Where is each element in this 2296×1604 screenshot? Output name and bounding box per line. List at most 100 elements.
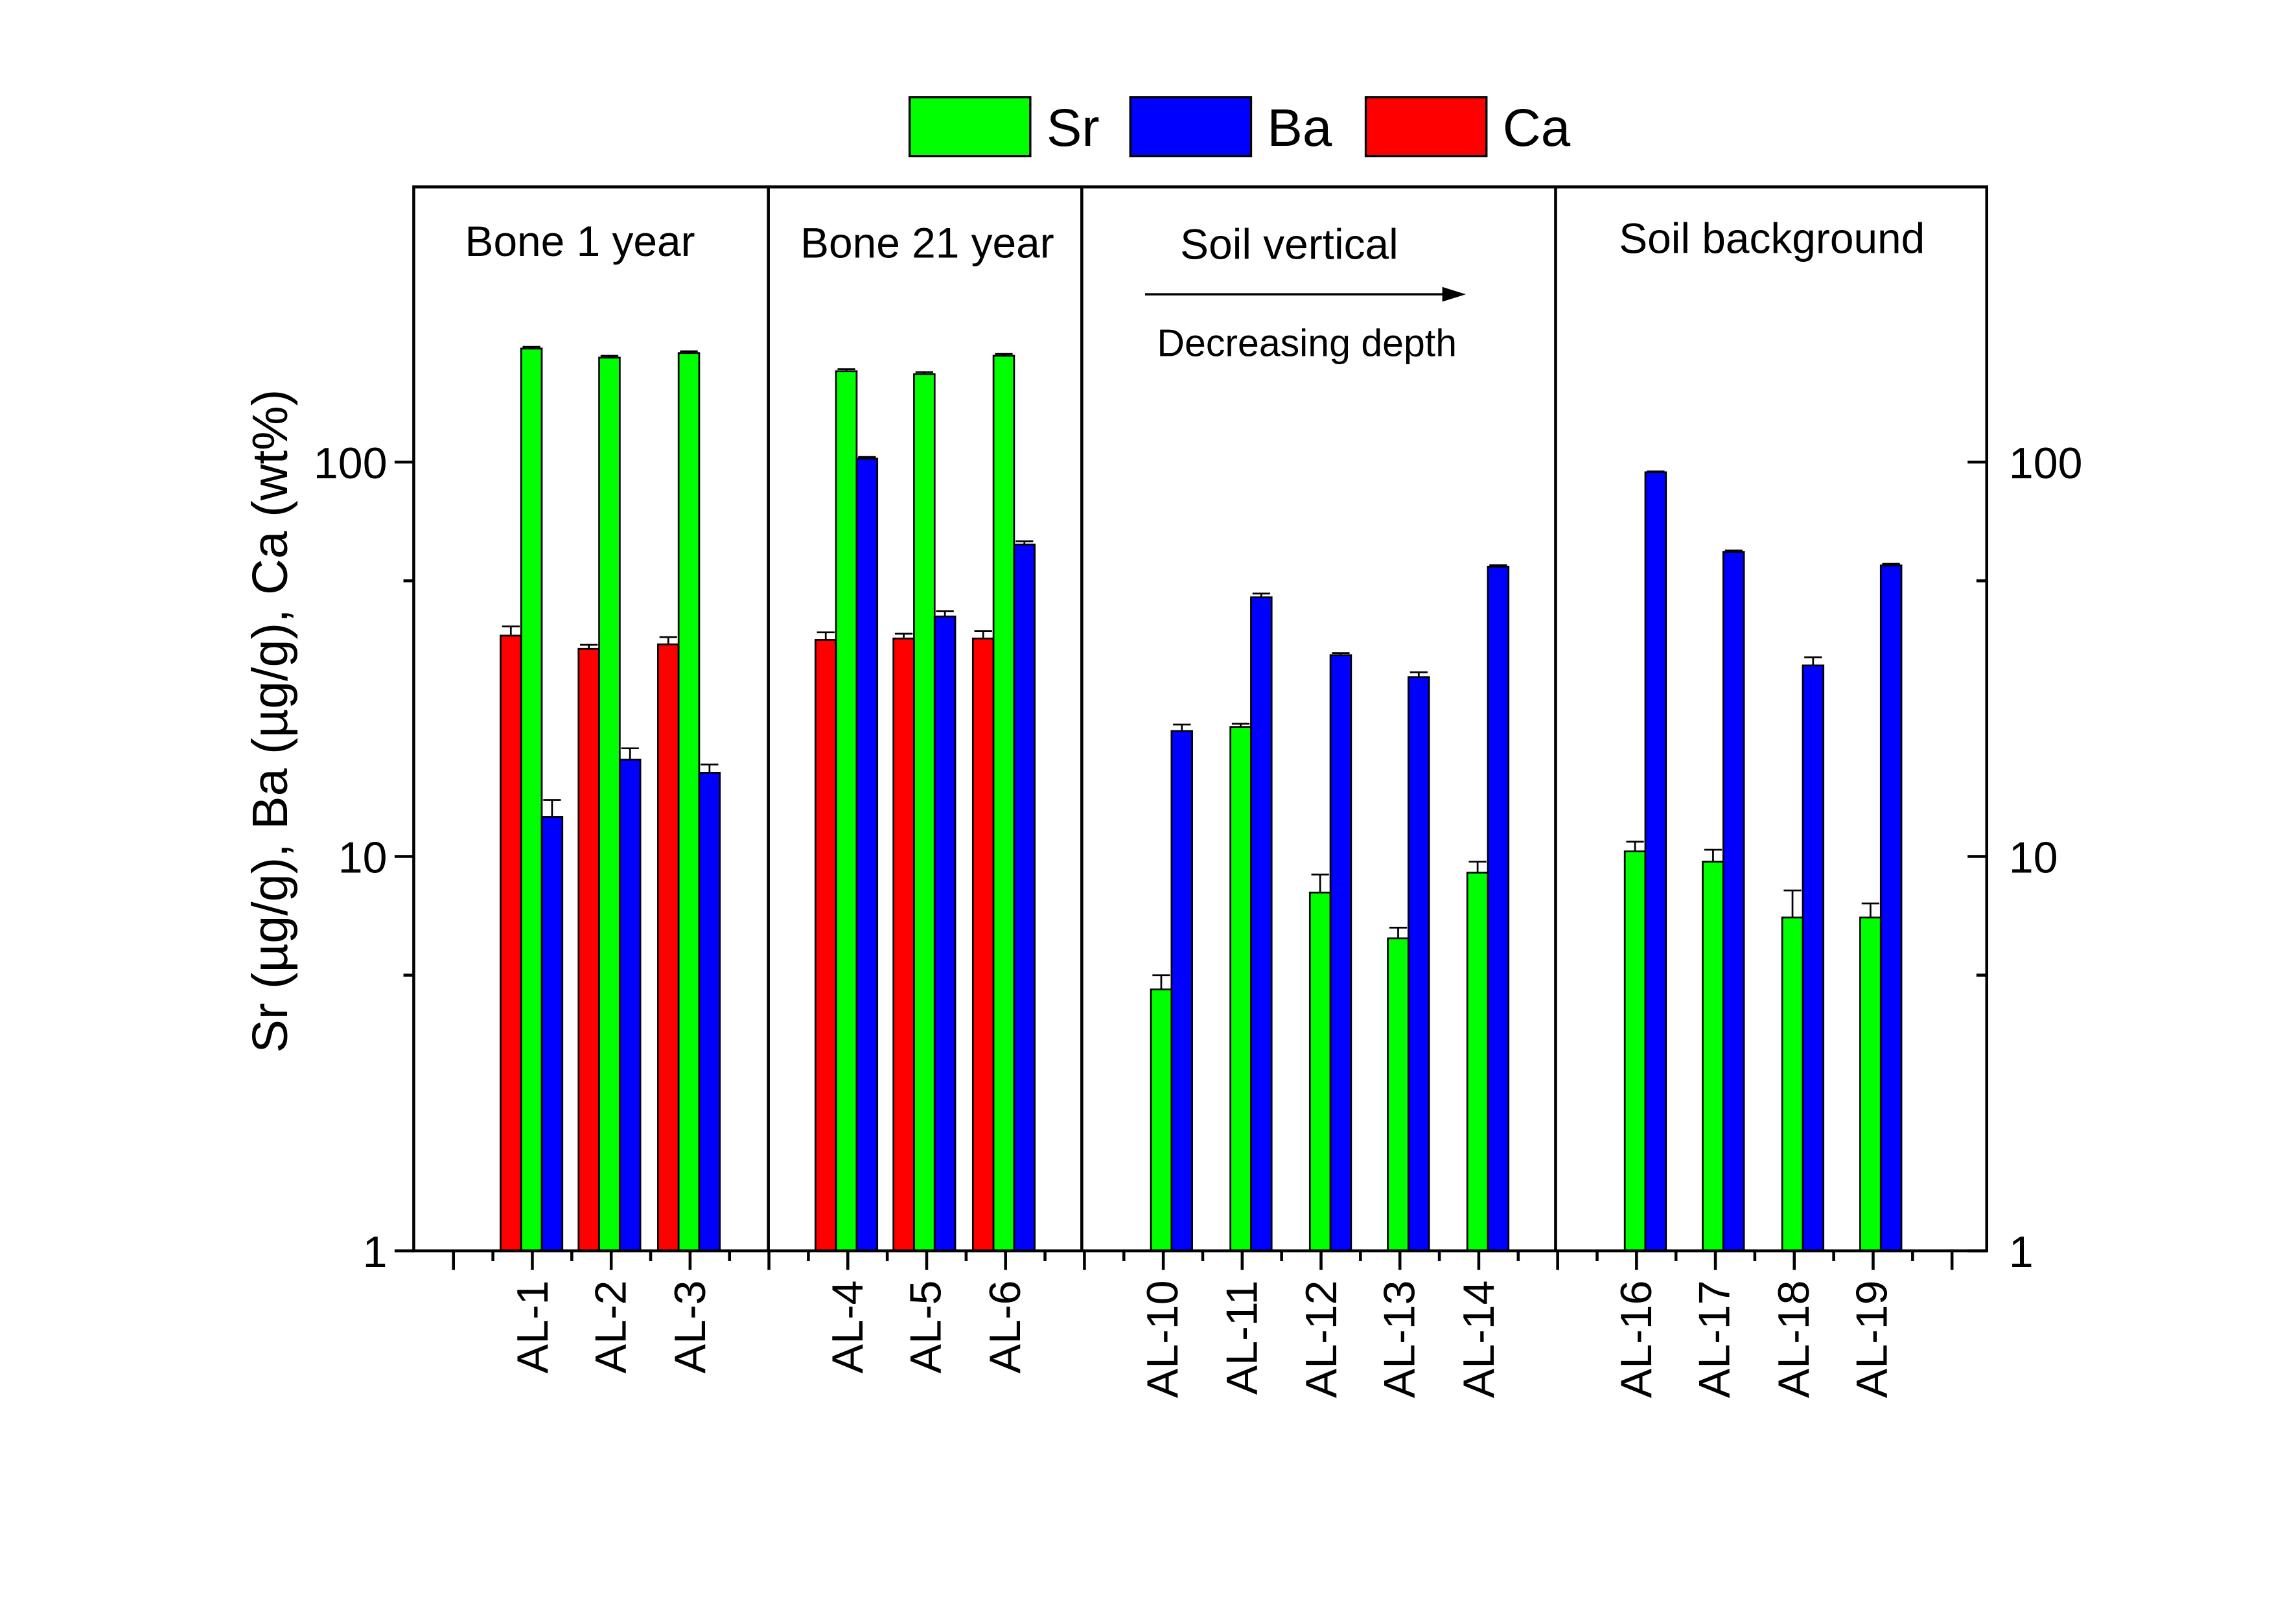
group-labels: Bone 1 year Bone 21 year Soil vertical Decr… — [465, 187, 1925, 1251]
axes: 1 1 10 10 100 100 AL-1 AL-2 AL-3 AL-4 AL-5 AL-6 AL-1… — [314, 439, 2083, 1398]
error-bar-ba-al-6 — [1015, 540, 1034, 545]
error-bar-ba-al-2 — [621, 747, 639, 760]
y-tick-label-right: 10 — [2009, 833, 2058, 882]
error-bar-ba-al-18 — [1804, 656, 1822, 666]
bar-ba-al-3 — [698, 772, 721, 1252]
bar-ba-al-11 — [1250, 596, 1273, 1252]
error-bar-ca-al-4 — [817, 631, 835, 640]
bar-sr-al-11 — [1229, 726, 1252, 1252]
group-label-3: Soil background — [1619, 215, 1925, 262]
error-bar-ba-al-3 — [701, 763, 719, 773]
x-tick-label-al-16: AL-16 — [1612, 1280, 1661, 1398]
legend: Sr Ba Ca — [908, 96, 1571, 157]
error-bar-sr-al-19 — [1861, 902, 1880, 918]
bar-ca-al-5 — [892, 637, 915, 1252]
group-label-1: Bone 21 year — [800, 218, 1054, 266]
error-bar-ba-al-19 — [1882, 563, 1900, 566]
bar-ba-al-18 — [1802, 664, 1825, 1252]
bars — [500, 345, 1903, 1252]
error-bar-ba-al-16 — [1647, 471, 1665, 472]
bar-sr-al-3 — [677, 352, 701, 1252]
x-tick-label-al-18: AL-18 — [1769, 1280, 1818, 1398]
group-label-0: Bone 1 year — [465, 217, 695, 265]
error-bar-sr-al-18 — [1783, 889, 1802, 918]
error-bar-sr-al-6 — [995, 353, 1013, 356]
error-bar-ba-al-12 — [1332, 652, 1350, 655]
bar-sr-al-14 — [1466, 872, 1489, 1252]
bar-sr-al-12 — [1308, 891, 1332, 1252]
x-tick-label-al-4: AL-4 — [823, 1280, 872, 1373]
bar-sr-al-17 — [1702, 861, 1724, 1252]
x-tick-label-al-17: AL-17 — [1689, 1280, 1739, 1398]
x-tick-label-al-12: AL-12 — [1297, 1280, 1346, 1398]
x-tick-label-al-2: AL-2 — [586, 1280, 635, 1373]
bar-sr-al-16 — [1623, 850, 1647, 1252]
error-bar-ca-al-6 — [974, 630, 992, 639]
x-tick-label-al-13: AL-13 — [1374, 1280, 1424, 1398]
bar-ba-al-5 — [933, 615, 957, 1252]
group-label-2: Soil vertical — [1180, 220, 1398, 268]
error-bar-sr-al-3 — [680, 350, 698, 353]
error-bar-sr-al-4 — [837, 368, 855, 371]
error-bar-ba-al-4 — [858, 456, 876, 459]
x-tick-label-al-10: AL-10 — [1138, 1280, 1187, 1398]
y-tick-label-right: 1 — [2009, 1227, 2034, 1277]
group-annotation: Decreasing depth — [1157, 321, 1457, 364]
bar-sr-al-10 — [1150, 988, 1173, 1252]
bar-sr-al-1 — [520, 347, 543, 1252]
bar-ca-al-1 — [500, 634, 522, 1252]
error-bar-sr-al-11 — [1231, 723, 1250, 727]
y-tick-label: 10 — [338, 833, 388, 882]
error-bar-ba-al-11 — [1252, 592, 1270, 598]
legend-swatch-ba — [1129, 96, 1253, 157]
error-bar-ba-al-5 — [936, 610, 954, 617]
y-tick-label: 1 — [363, 1227, 388, 1277]
error-bar-ba-al-17 — [1724, 549, 1743, 552]
bar-sr-al-5 — [913, 373, 936, 1252]
y-tick-label-right: 100 — [2009, 439, 2083, 488]
legend-label-ca: Ca — [1503, 99, 1571, 157]
bar-ba-al-13 — [1408, 676, 1430, 1252]
plot-frame — [412, 185, 1989, 1253]
error-bar-ba-al-1 — [543, 799, 561, 817]
bar-sr-al-6 — [992, 355, 1015, 1252]
bar-ba-al-1 — [540, 816, 564, 1252]
x-tick-label-al-1: AL-1 — [508, 1280, 557, 1373]
bar-ca-al-4 — [814, 639, 837, 1252]
x-tick-label-al-14: AL-14 — [1454, 1280, 1503, 1398]
bar-sr-al-4 — [835, 370, 858, 1252]
error-bar-sr-al-12 — [1311, 873, 1329, 893]
error-bar-sr-al-10 — [1152, 974, 1170, 990]
error-bar-sr-al-13 — [1389, 926, 1408, 938]
x-tick-label-al-5: AL-5 — [901, 1280, 950, 1373]
bar-ca-al-6 — [971, 637, 995, 1252]
bar-ba-al-10 — [1170, 730, 1193, 1252]
bar-ba-al-17 — [1722, 551, 1745, 1252]
error-bar-ca-al-2 — [580, 644, 598, 649]
x-tick-label-al-19: AL-19 — [1847, 1280, 1896, 1398]
bar-sr-al-18 — [1781, 916, 1804, 1252]
bar-ba-al-6 — [1013, 543, 1036, 1252]
error-bar-ba-al-13 — [1409, 671, 1428, 677]
bar-ba-al-16 — [1644, 471, 1667, 1252]
x-tick-label-al-3: AL-3 — [666, 1280, 715, 1373]
error-bar-sr-al-14 — [1468, 861, 1487, 873]
legend-label-sr: Sr — [1047, 99, 1100, 157]
error-bar-sr-al-2 — [600, 355, 619, 358]
bar-ba-al-12 — [1329, 654, 1352, 1252]
x-tick-label-al-11: AL-11 — [1218, 1280, 1267, 1395]
error-bar-ca-al-3 — [659, 636, 677, 645]
bar-sr-al-19 — [1859, 916, 1882, 1252]
y-tick-label: 100 — [314, 439, 388, 488]
bar-ba-al-4 — [855, 458, 879, 1252]
error-bar-ba-al-10 — [1173, 723, 1191, 731]
y-axis-label: Sr (µg/g), Ba (µg/g), Ca (wt%) — [242, 389, 298, 1053]
bar-sr-al-2 — [598, 356, 621, 1252]
bar-sr-al-13 — [1387, 937, 1409, 1252]
bar-ba-al-19 — [1879, 564, 1903, 1252]
x-tick-label-al-6: AL-6 — [980, 1280, 1030, 1373]
bar-ca-al-3 — [657, 643, 680, 1252]
legend-label-ba: Ba — [1267, 99, 1332, 157]
error-bar-ca-al-1 — [502, 625, 520, 636]
